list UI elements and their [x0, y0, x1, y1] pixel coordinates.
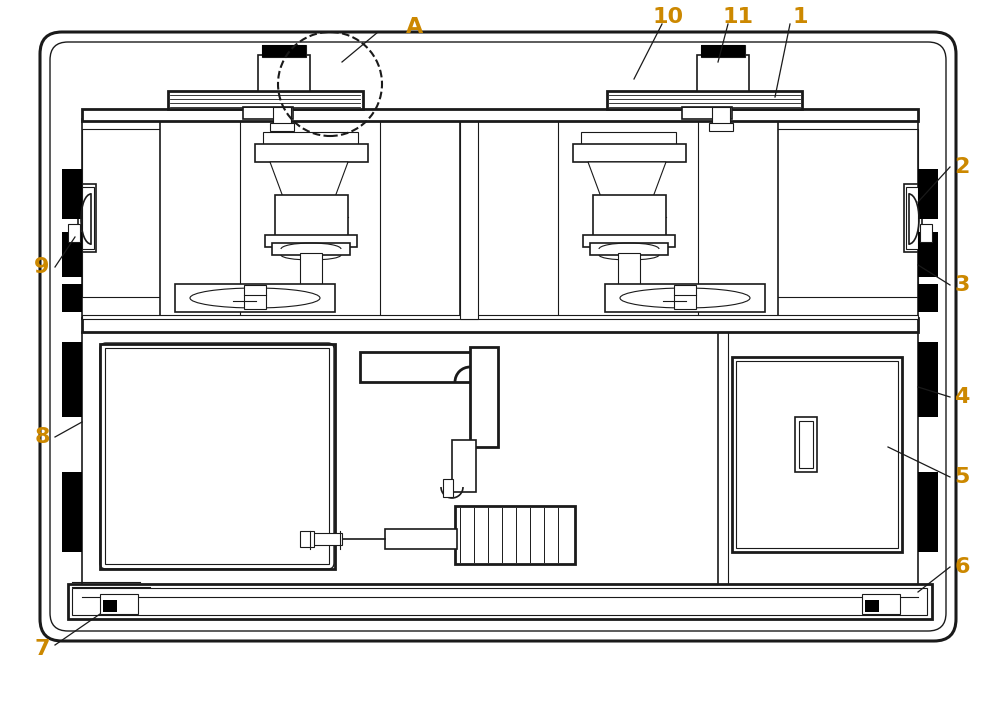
- Text: 4: 4: [954, 387, 970, 407]
- Bar: [62, 342, 82, 417]
- Bar: [918, 472, 938, 552]
- Bar: [275, 195, 348, 237]
- Bar: [701, 45, 745, 57]
- Text: 6: 6: [954, 557, 970, 577]
- Bar: [100, 344, 335, 569]
- Bar: [258, 55, 310, 91]
- Bar: [618, 253, 640, 285]
- Bar: [160, 119, 460, 319]
- Bar: [455, 506, 575, 564]
- Bar: [607, 91, 802, 109]
- Bar: [470, 347, 498, 447]
- Bar: [593, 195, 666, 237]
- Bar: [263, 132, 358, 147]
- Bar: [918, 169, 938, 219]
- Bar: [265, 235, 357, 247]
- Bar: [262, 45, 306, 57]
- Bar: [736, 361, 898, 548]
- Bar: [103, 600, 117, 612]
- Bar: [443, 479, 453, 497]
- Bar: [452, 440, 476, 492]
- Bar: [674, 285, 696, 309]
- Bar: [68, 224, 80, 242]
- Ellipse shape: [190, 288, 320, 308]
- Text: 1: 1: [792, 7, 808, 27]
- Bar: [300, 531, 314, 547]
- Bar: [270, 123, 294, 131]
- Bar: [799, 421, 813, 468]
- Bar: [795, 417, 817, 472]
- Bar: [918, 232, 938, 277]
- Bar: [168, 91, 363, 109]
- Bar: [583, 235, 675, 247]
- Text: A: A: [406, 17, 424, 37]
- Ellipse shape: [620, 288, 750, 308]
- Text: 10: 10: [652, 7, 684, 27]
- Bar: [82, 332, 918, 587]
- Text: 7: 7: [34, 639, 50, 659]
- Bar: [272, 243, 350, 255]
- Bar: [68, 584, 932, 619]
- FancyBboxPatch shape: [40, 32, 956, 641]
- Bar: [865, 600, 879, 612]
- Bar: [82, 318, 918, 332]
- Bar: [682, 107, 732, 119]
- Text: 9: 9: [34, 257, 50, 277]
- Bar: [712, 107, 730, 125]
- Text: 5: 5: [954, 467, 970, 487]
- Bar: [82, 187, 94, 249]
- Bar: [82, 119, 918, 319]
- Bar: [273, 107, 291, 125]
- Bar: [300, 253, 322, 285]
- Polygon shape: [588, 162, 666, 197]
- Bar: [478, 119, 778, 319]
- Bar: [310, 533, 342, 545]
- Text: 11: 11: [722, 7, 754, 27]
- Bar: [72, 588, 927, 615]
- Bar: [78, 184, 96, 252]
- Bar: [918, 284, 938, 312]
- Bar: [62, 232, 82, 277]
- Bar: [590, 243, 668, 255]
- Bar: [62, 284, 82, 312]
- Bar: [62, 169, 82, 219]
- Bar: [244, 285, 266, 309]
- Bar: [573, 144, 686, 162]
- Bar: [709, 123, 733, 131]
- Text: 2: 2: [954, 157, 970, 177]
- Bar: [62, 472, 82, 552]
- Bar: [105, 348, 329, 564]
- Bar: [581, 132, 676, 147]
- Text: 8: 8: [34, 427, 50, 447]
- Bar: [918, 342, 938, 417]
- Bar: [385, 529, 457, 549]
- Bar: [100, 594, 138, 614]
- Bar: [262, 45, 306, 57]
- Bar: [920, 224, 932, 242]
- Bar: [605, 284, 765, 312]
- Bar: [906, 187, 918, 249]
- Polygon shape: [270, 162, 348, 197]
- Bar: [255, 144, 368, 162]
- Bar: [82, 109, 918, 121]
- Bar: [360, 352, 475, 382]
- Bar: [701, 45, 745, 57]
- Bar: [175, 284, 335, 312]
- Bar: [243, 107, 293, 119]
- Bar: [82, 129, 227, 297]
- Bar: [82, 315, 918, 319]
- Text: 3: 3: [954, 275, 970, 295]
- Bar: [862, 594, 900, 614]
- Bar: [697, 55, 749, 91]
- Bar: [904, 184, 922, 252]
- Bar: [773, 129, 918, 297]
- Bar: [732, 357, 902, 552]
- Bar: [460, 119, 478, 319]
